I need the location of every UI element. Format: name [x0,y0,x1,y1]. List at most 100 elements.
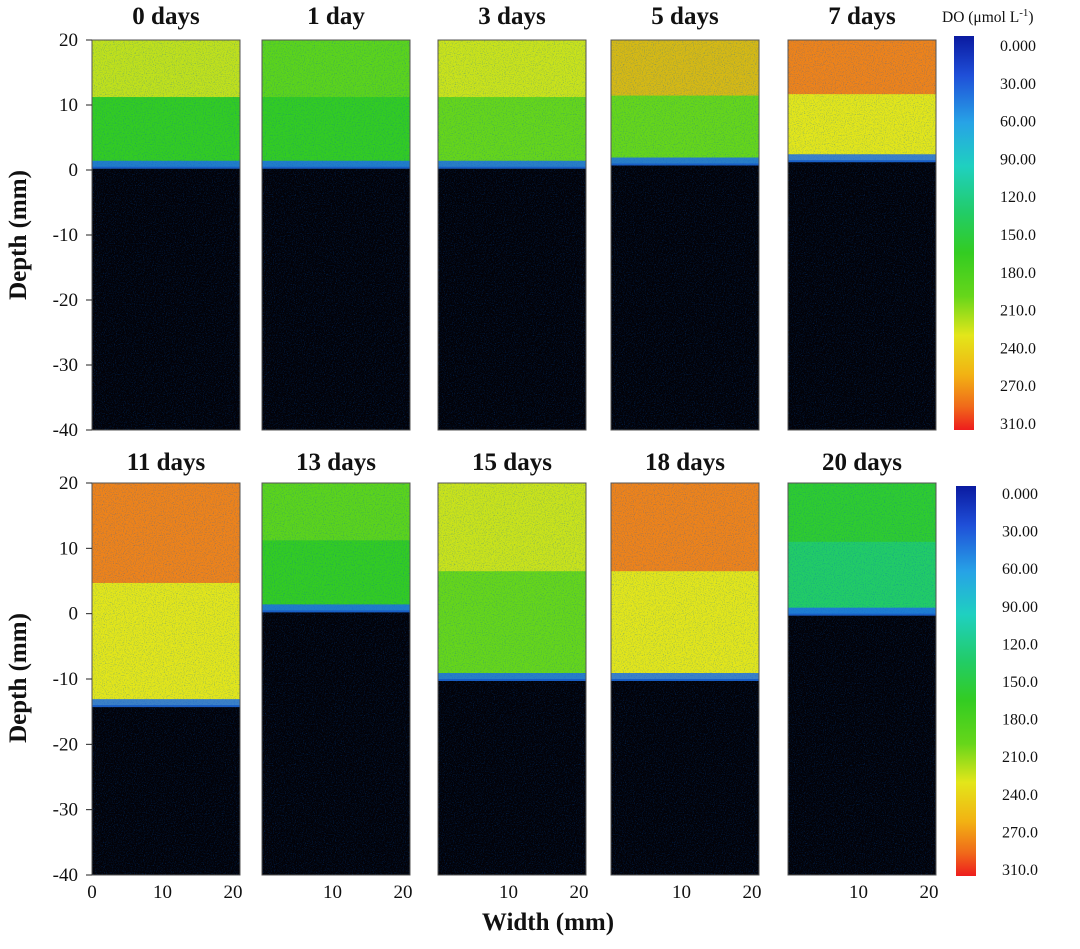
colorbar-label: 120.0 [1002,636,1038,653]
y-ticks-top: 20 10 0 -10 -20 -30 -40 [53,30,92,441]
colorbar-label: 90.00 [1002,599,1038,616]
y-tick-label: -20 [53,290,78,311]
panel-texture [438,40,586,430]
y-tick-label: -30 [53,355,78,376]
y-tick-label: -10 [53,225,78,246]
panel-frame [610,39,760,431]
x-tick-label: 20 [569,882,588,903]
panel-1: 0 days [91,3,241,431]
panel-texture [788,40,936,430]
panel-8: 15 days [437,449,587,876]
colorbar-label: 210.0 [1000,303,1036,320]
panel-title: 15 days [472,449,552,476]
panel-title: 1 day [307,3,365,30]
y-tick-label: -40 [53,865,78,886]
colorbar-label: 0.000 [1002,486,1038,503]
colorbar-label: 30.00 [1002,524,1038,541]
panel-texture [262,40,410,430]
x-tick-label: 20 [223,882,242,903]
panel-texture [262,483,410,875]
colorbar-label: 240.0 [1002,787,1038,804]
panel-frame [437,39,587,431]
x-tick-label: 10 [849,882,868,903]
colorbar-label: 60.00 [1002,561,1038,578]
colorbar-label: 270.0 [1002,824,1038,841]
colorbar-label: 90.00 [1000,151,1036,168]
panel-title: 20 days [822,449,902,476]
y-axis-label-top: Depth (mm) [5,170,32,300]
panel-title: 13 days [296,449,376,476]
colorbar-bottom [956,486,976,876]
panel-frame [437,482,587,876]
panel-title: 11 days [127,449,206,476]
y-tick-label: 20 [59,30,78,51]
colorbar-label: 240.0 [1000,340,1036,357]
y-axis-label-bottom: Depth (mm) [5,613,32,743]
colorbar-label: 310.0 [1002,862,1038,879]
x-axis-label: Width (mm) [482,909,614,936]
y-tick-label: -30 [53,800,78,821]
panel-frame [610,482,760,876]
panel-7: 13 days [261,449,411,876]
y-tick-label: -20 [53,734,78,755]
y-tick-label: 20 [59,473,78,494]
panel-title: 7 days [828,3,896,30]
colorbar-title-main: DO (μmol L [942,9,1019,26]
panel-2: 1 day [261,3,411,431]
panel-6: 11 days [91,449,241,876]
colorbar-title: DO (μmol L-1) [942,7,1034,26]
panel-4: 5 days [610,3,760,431]
y-tick-label: -10 [53,669,78,690]
colorbar-top-labels: 0.000 30.00 60.00 90.00 120.0 150.0 180.0 210.0… [1000,38,1036,433]
colorbar-label: 0.000 [1000,38,1036,55]
panel-texture [788,483,936,875]
x-tick-label: 0 [87,882,97,903]
colorbar-label: 150.0 [1000,227,1036,244]
colorbar-label: 310.0 [1000,416,1036,433]
panels-layer: 0 days 1 day 3 days 5 days 7 days 11 days 13 d… [91,3,937,876]
panel-texture [611,40,759,430]
panel-texture [92,40,240,430]
panel-texture [92,483,240,875]
y-tick-label: -40 [53,420,78,441]
colorbar-label: 270.0 [1000,378,1036,395]
panel-5: 7 days [787,3,937,431]
x-tick-label: 10 [499,882,518,903]
colorbar-label: 60.00 [1000,114,1036,131]
panel-3: 3 days [437,3,587,431]
panel-frame [787,39,937,431]
y-tick-label: 10 [59,538,78,559]
colorbar-label: 30.00 [1000,76,1036,93]
colorbar-label: 180.0 [1002,712,1038,729]
y-tick-label: 0 [69,604,79,625]
panel-texture [611,483,759,875]
panel-title: 0 days [132,3,200,30]
y-tick-label: 10 [59,95,78,116]
panel-title: 3 days [478,3,546,30]
colorbar-label: 120.0 [1000,189,1036,206]
x-tick-label: 20 [919,882,938,903]
panel-title: 5 days [651,3,719,30]
y-ticks-bottom: 20 10 0 -10 -20 -30 -40 [53,473,92,886]
panel-title: 18 days [645,449,725,476]
x-tick-label: 20 [742,882,761,903]
panel-10: 20 days [787,449,937,876]
x-tick-label: 20 [393,882,412,903]
panel-9: 18 days [610,449,760,876]
colorbar-bottom-labels: 0.000 30.00 60.00 90.00 120.0 150.0 180.0 210.0… [1002,486,1038,879]
panel-frame [787,482,937,876]
x-tick-label: 10 [323,882,342,903]
x-tick-label: 10 [153,882,172,903]
colorbar-label: 180.0 [1000,265,1036,282]
colorbar-label: 150.0 [1002,674,1038,691]
colorbar-title-sup: -1 [1019,7,1028,19]
x-tick-label: 10 [672,882,691,903]
panel-texture [438,483,586,875]
panel-frame [261,482,411,876]
x-ticks: 0 10 20 10 20 10 20 10 20 10 20 [87,882,938,903]
colorbar-title-close: ) [1028,9,1033,26]
y-tick-label: 0 [69,160,79,181]
colorbar-label: 210.0 [1002,749,1038,766]
colorbar-top [954,36,974,430]
